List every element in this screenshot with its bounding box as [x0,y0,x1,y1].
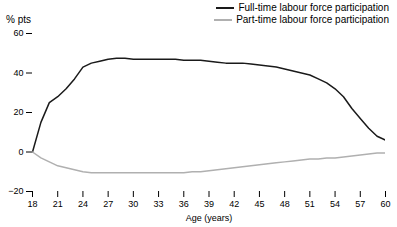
svg-text:51: 51 [305,199,315,209]
html-text:% pts: % pts [6,14,31,25]
svg-text:21: 21 [53,199,63,209]
svg-text:39: 39 [204,199,214,209]
svg-text:−20: −20 [8,186,23,196]
svg-text:0: 0 [18,147,23,157]
html-text:Full-time labour force partici: Full-time labour force participation [238,2,389,13]
svg-text:60: 60 [380,199,390,209]
svg-text:18: 18 [27,199,37,209]
svg-text:45: 45 [254,199,264,209]
svg-text:24: 24 [78,199,88,209]
svg-text:27: 27 [103,199,113,209]
svg-text:Age (years): Age (years) [186,213,233,223]
svg-text:42: 42 [229,199,239,209]
svg-text:54: 54 [330,199,340,209]
svg-text:57: 57 [355,199,365,209]
svg-text:48: 48 [280,199,290,209]
svg-text:33: 33 [154,199,164,209]
svg-text:40: 40 [13,68,23,78]
svg-text:36: 36 [179,199,189,209]
html-text:Part-time labour force partici: Part-time labour force participation [236,14,389,25]
svg-text:30: 30 [128,199,138,209]
svg-text:60: 60 [13,28,23,38]
svg-text:20: 20 [13,107,23,117]
